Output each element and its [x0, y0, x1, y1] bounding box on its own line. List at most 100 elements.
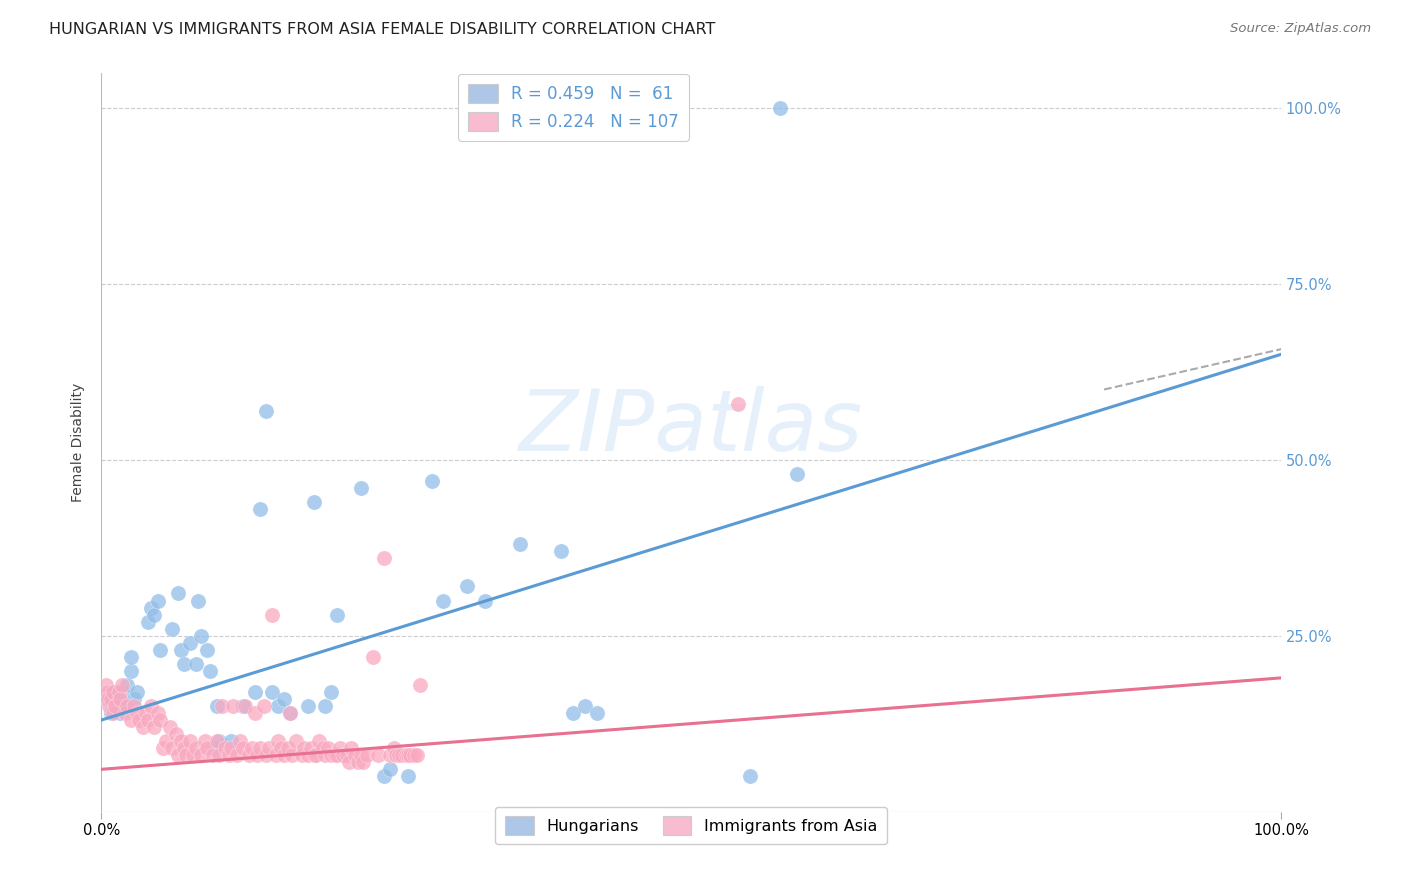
Point: [574, 699, 596, 714]
Point: [94, 678, 117, 692]
Point: [284, 734, 307, 748]
Point: [96, 685, 118, 699]
Point: [190, 629, 212, 643]
Point: [240, 741, 263, 756]
Point: [254, 403, 277, 417]
Point: [233, 699, 256, 714]
Point: [246, 748, 269, 763]
Point: [104, 699, 127, 714]
Point: [120, 713, 142, 727]
Legend: Hungarians, Immigrants from Asia: Hungarians, Immigrants from Asia: [495, 806, 887, 844]
Point: [190, 748, 212, 763]
Point: [160, 741, 183, 756]
Point: [111, 685, 134, 699]
Point: [149, 713, 172, 727]
Point: [361, 649, 384, 664]
Point: [350, 481, 373, 495]
Point: [262, 685, 284, 699]
Point: [174, 748, 197, 763]
Point: [160, 622, 183, 636]
Point: [297, 748, 319, 763]
Point: [391, 748, 413, 763]
Point: [373, 551, 395, 566]
Point: [219, 734, 242, 748]
Point: [278, 706, 301, 720]
Point: [305, 748, 328, 763]
Point: [321, 748, 343, 763]
Point: [125, 706, 148, 720]
Point: [550, 544, 572, 558]
Point: [170, 642, 193, 657]
Point: [125, 685, 148, 699]
Point: [96, 692, 118, 706]
Point: [273, 692, 295, 706]
Point: [314, 699, 336, 714]
Point: [277, 741, 299, 756]
Point: [97, 692, 120, 706]
Point: [321, 685, 343, 699]
Text: Source: ZipAtlas.com: Source: ZipAtlas.com: [1230, 22, 1371, 36]
Point: [297, 699, 319, 714]
Point: [104, 699, 127, 714]
Point: [208, 748, 231, 763]
Point: [382, 741, 405, 756]
Y-axis label: Female Disability: Female Disability: [72, 383, 86, 502]
Point: [173, 657, 195, 671]
Point: [167, 586, 190, 600]
Point: [179, 636, 201, 650]
Point: [350, 748, 373, 763]
Point: [270, 741, 292, 756]
Point: [108, 692, 131, 706]
Point: [149, 642, 172, 657]
Point: [316, 741, 339, 756]
Point: [456, 579, 478, 593]
Point: [138, 713, 160, 727]
Point: [219, 741, 242, 756]
Point: [101, 706, 124, 720]
Point: [299, 741, 322, 756]
Point: [211, 699, 233, 714]
Point: [232, 741, 254, 756]
Point: [139, 699, 162, 714]
Point: [131, 720, 153, 734]
Point: [111, 678, 134, 692]
Point: [347, 756, 370, 770]
Point: [380, 762, 402, 776]
Point: [222, 699, 245, 714]
Point: [253, 699, 276, 714]
Point: [184, 657, 207, 671]
Point: [343, 748, 366, 763]
Point: [120, 664, 142, 678]
Point: [120, 649, 142, 664]
Point: [218, 748, 240, 763]
Point: [214, 741, 236, 756]
Point: [198, 664, 221, 678]
Point: [409, 678, 432, 692]
Point: [179, 734, 201, 748]
Point: [314, 748, 336, 763]
Point: [165, 727, 187, 741]
Point: [184, 741, 207, 756]
Point: [585, 706, 607, 720]
Point: [352, 756, 374, 770]
Point: [100, 692, 122, 706]
Point: [396, 769, 419, 783]
Point: [278, 706, 301, 720]
Point: [243, 685, 266, 699]
Text: ZIPatlas: ZIPatlas: [519, 386, 863, 469]
Point: [122, 699, 145, 714]
Point: [308, 734, 330, 748]
Point: [139, 600, 162, 615]
Point: [108, 685, 131, 699]
Point: [340, 741, 363, 756]
Point: [208, 734, 231, 748]
Point: [108, 706, 131, 720]
Point: [181, 748, 204, 763]
Point: [128, 713, 150, 727]
Point: [292, 741, 315, 756]
Point: [101, 685, 124, 699]
Point: [249, 741, 271, 756]
Point: [281, 748, 304, 763]
Point: [229, 734, 252, 748]
Point: [326, 748, 349, 763]
